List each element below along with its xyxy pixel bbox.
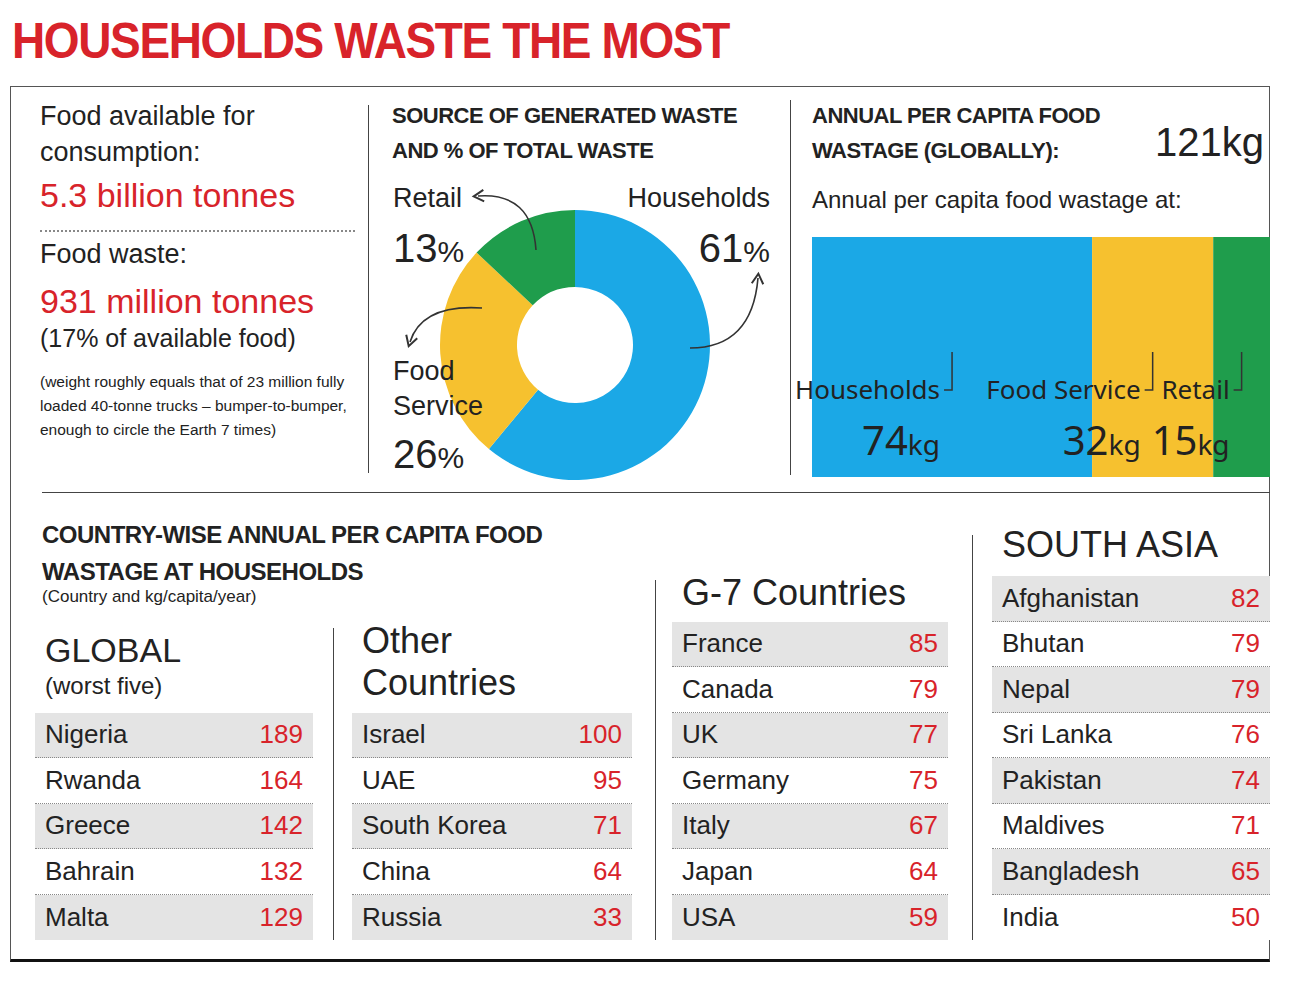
svg-text:Households: Households xyxy=(795,371,940,407)
svg-text:61%: 61% xyxy=(699,226,770,270)
html-text:Israel: Israel xyxy=(362,719,426,750)
html-text:85: 85 xyxy=(909,628,938,659)
html-text:164: 164 xyxy=(259,764,303,795)
svg-text:Retail: Retail xyxy=(393,183,462,213)
html-text:Bangladesh: Bangladesh xyxy=(1002,855,1140,886)
html-text:France: France xyxy=(682,628,763,659)
html-text:UAE: UAE xyxy=(362,764,416,795)
html-text:South Korea: South Korea xyxy=(362,810,507,841)
svg-text:Households: Households xyxy=(627,183,770,213)
html-text:74: 74 xyxy=(1231,764,1260,795)
html-text:Food waste:: Food waste: xyxy=(40,239,188,269)
html-text:GLOBAL: GLOBAL xyxy=(45,631,182,669)
html-text:USA: USA xyxy=(682,901,736,932)
html-text:67: 67 xyxy=(909,810,938,841)
html-text:65: 65 xyxy=(1231,855,1260,886)
html-text:100: 100 xyxy=(578,719,622,750)
html-text:Maldives: Maldives xyxy=(1002,810,1105,841)
html-text:Food available for consumption: Food available for consumption: xyxy=(40,101,255,167)
html-text:Bahrain: Bahrain xyxy=(45,855,135,886)
html-text:95: 95 xyxy=(593,764,622,795)
html-text:64: 64 xyxy=(593,855,622,886)
html-text:COUNTRY-WISE ANNUAL PER CAPITA: COUNTRY-WISE ANNUAL PER CAPITA FOOD WAST… xyxy=(42,521,543,585)
html-text:Rwanda: Rwanda xyxy=(45,764,141,795)
html-text:Nigeria: Nigeria xyxy=(45,719,128,750)
html-text:189: 189 xyxy=(259,719,303,750)
html-text:Japan: Japan xyxy=(682,855,753,886)
html-text:China: China xyxy=(362,855,430,886)
html-text:75: 75 xyxy=(909,764,938,795)
html-text:Sri Lanka: Sri Lanka xyxy=(1002,719,1112,750)
html-text:G-7 Countries: G-7 Countries xyxy=(682,572,907,613)
html-text:33: 33 xyxy=(593,901,622,932)
html-text:121kg: 121kg xyxy=(1155,120,1264,164)
html-text:Nepal: Nepal xyxy=(1002,673,1070,704)
html-text:Afghanistan: Afghanistan xyxy=(1002,582,1140,613)
html-text:(weight roughly equals that of: (weight roughly equals that of 23 millio… xyxy=(40,373,347,438)
svg-text:Food Service: Food Service xyxy=(986,371,1140,407)
html-text:Annual per capita food wastage: Annual per capita food wastage at: xyxy=(812,186,1182,213)
html-text:Russia: Russia xyxy=(362,901,442,932)
html-text:HOUSEHOLDS WASTE THE MOST: HOUSEHOLDS WASTE THE MOST xyxy=(12,13,729,69)
svg-text:Service: Service xyxy=(393,391,483,421)
html-text:Germany: Germany xyxy=(682,764,789,795)
html-text:Malta: Malta xyxy=(45,901,109,932)
html-text:5.3 billion tonnes: 5.3 billion tonnes xyxy=(40,176,296,214)
html-text:(worst five): (worst five) xyxy=(45,672,163,699)
html-text:Other Countries: Other Countries xyxy=(362,620,517,703)
html-text:SOUTH ASIA: SOUTH ASIA xyxy=(1002,524,1219,565)
html-text:129: 129 xyxy=(259,901,303,932)
svg-text:Retail: Retail xyxy=(1161,371,1229,407)
svg-text:32kg: 32kg xyxy=(1063,412,1141,467)
html-text:(Country and kg/capita/year): (Country and kg/capita/year) xyxy=(42,587,257,606)
html-text:50: 50 xyxy=(1231,901,1260,932)
html-text:71: 71 xyxy=(593,810,622,841)
html-text:76: 76 xyxy=(1231,719,1260,750)
html-text:Italy: Italy xyxy=(682,810,730,841)
html-text:59: 59 xyxy=(909,901,938,932)
html-text:Pakistan: Pakistan xyxy=(1002,764,1102,795)
html-text:Greece: Greece xyxy=(45,810,131,841)
html-text:931 million tonnes: 931 million tonnes xyxy=(40,282,315,320)
html-text:Bhutan: Bhutan xyxy=(1002,628,1085,659)
html-text:79: 79 xyxy=(1231,673,1260,704)
html-text:82: 82 xyxy=(1231,582,1260,613)
html-text:79: 79 xyxy=(1231,628,1260,659)
html-text:64: 64 xyxy=(909,855,938,886)
svg-text:15kg: 15kg xyxy=(1152,412,1230,467)
html-text:ANNUAL PER CAPITA FOOD WASTAGE: ANNUAL PER CAPITA FOOD WASTAGE (GLOBALLY… xyxy=(812,103,1100,163)
html-text:UK: UK xyxy=(682,719,719,750)
html-text:India: India xyxy=(1002,901,1059,932)
svg-text:13%: 13% xyxy=(393,226,464,270)
html-text:Canada: Canada xyxy=(682,673,774,704)
html-text:79: 79 xyxy=(909,673,938,704)
html-text:132: 132 xyxy=(259,855,303,886)
svg-text:26%: 26% xyxy=(393,432,464,476)
html-text:SOURCE OF GENERATED WASTE AND: SOURCE OF GENERATED WASTE AND % OF TOTAL… xyxy=(392,103,738,163)
html-text:(17% of available food): (17% of available food) xyxy=(40,324,296,352)
svg-text:Food: Food xyxy=(393,356,455,386)
html-text:77: 77 xyxy=(909,719,938,750)
html-text:142: 142 xyxy=(259,810,303,841)
html-text:71: 71 xyxy=(1231,810,1260,841)
svg-text:74kg: 74kg xyxy=(862,412,940,467)
